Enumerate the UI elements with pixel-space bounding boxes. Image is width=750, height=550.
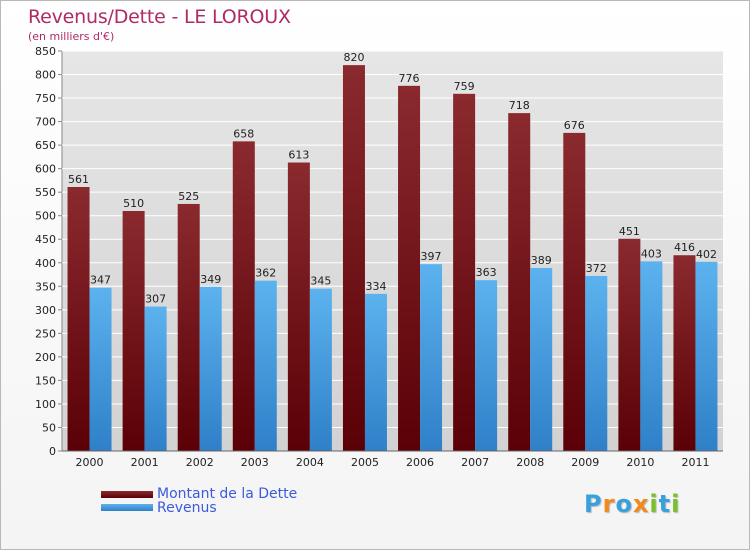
x-tick-label: 2001 <box>131 456 159 469</box>
data-label-revenus: 397 <box>421 250 442 263</box>
y-tick-label: 450 <box>35 233 56 246</box>
y-tick-label: 750 <box>35 92 56 105</box>
data-label-revenus: 372 <box>586 262 607 275</box>
logo-letter: r <box>602 490 616 518</box>
logo-letter: i <box>671 490 681 518</box>
data-label-revenus: 349 <box>200 273 221 286</box>
data-label-revenus: 403 <box>641 247 662 260</box>
bar-dette <box>398 85 421 451</box>
y-tick-label: 250 <box>35 327 56 340</box>
y-tick-label: 200 <box>35 351 56 364</box>
x-tick-label: 2000 <box>76 456 104 469</box>
bar-dette <box>177 203 200 451</box>
bar-revenus <box>309 288 332 451</box>
data-label-dette: 613 <box>288 149 309 162</box>
y-tick-label: 550 <box>35 186 56 199</box>
data-label-dette: 718 <box>509 99 530 112</box>
bar-dette <box>618 238 641 451</box>
data-label-dette: 451 <box>619 225 640 238</box>
data-label-dette: 658 <box>233 127 254 140</box>
x-tick-label: 2011 <box>681 456 709 469</box>
bar-dette <box>673 255 696 451</box>
logo-letter: o <box>615 490 633 518</box>
data-label-revenus: 402 <box>696 248 717 261</box>
x-tick-label: 2008 <box>516 456 544 469</box>
bar-dette <box>342 65 365 451</box>
y-tick-label: 300 <box>35 304 56 317</box>
logo-letter: t <box>658 490 672 518</box>
legend-swatch-dette <box>101 491 153 498</box>
logo-letter: x <box>632 490 650 518</box>
bar-revenus <box>364 293 387 451</box>
y-tick-label: 350 <box>35 280 56 293</box>
x-tick-label: 2003 <box>241 456 269 469</box>
bar-revenus <box>640 261 663 451</box>
x-tick-label: 2009 <box>571 456 599 469</box>
data-label-revenus: 389 <box>531 254 552 267</box>
y-tick-label: 50 <box>42 421 56 434</box>
logo-letter: i <box>649 490 659 518</box>
y-tick-label: 500 <box>35 210 56 223</box>
bar-dette <box>508 113 531 451</box>
plot-area <box>62 51 723 451</box>
bar-dette <box>232 141 255 451</box>
y-tick-label: 100 <box>35 398 56 411</box>
proxiti-logo: Proxiti <box>584 490 680 518</box>
legend-label-dette: Montant de la Dette <box>157 486 298 502</box>
y-tick-label: 800 <box>35 69 56 82</box>
bar-revenus <box>144 306 167 451</box>
chart-title: Revenus/Dette - LE LOROUX <box>28 6 291 28</box>
bar-revenus <box>530 267 553 451</box>
y-tick-label: 700 <box>35 116 56 129</box>
x-tick-label: 2004 <box>296 456 324 469</box>
y-tick-label: 400 <box>35 257 56 270</box>
data-label-revenus: 307 <box>145 293 166 306</box>
bar-dette <box>67 187 90 451</box>
data-label-dette: 776 <box>399 72 420 85</box>
bar-revenus <box>420 264 443 451</box>
data-label-dette: 510 <box>123 197 144 210</box>
x-tick-label: 2006 <box>406 456 434 469</box>
y-tick-label: 650 <box>35 139 56 152</box>
bar-revenus <box>254 280 277 451</box>
bar-revenus <box>695 261 718 451</box>
y-tick-label: 0 <box>49 445 56 458</box>
data-label-dette: 561 <box>68 173 89 186</box>
bar-dette <box>287 162 310 451</box>
data-label-revenus: 334 <box>365 280 386 293</box>
legend-label-revenus: Revenus <box>157 500 217 516</box>
data-label-revenus: 363 <box>476 266 497 279</box>
bar-dette <box>563 132 586 451</box>
bar-revenus <box>585 275 608 451</box>
data-label-dette: 525 <box>178 190 199 203</box>
logo-letter: P <box>584 490 603 518</box>
data-label-revenus: 362 <box>255 267 276 280</box>
y-tick-label: 850 <box>35 45 56 58</box>
x-tick-label: 2007 <box>461 456 489 469</box>
bar-revenus <box>89 287 112 451</box>
data-label-dette: 416 <box>674 241 695 254</box>
chart-subtitle: (en milliers d'€) <box>28 30 115 43</box>
data-label-dette: 759 <box>454 80 475 93</box>
data-label-revenus: 345 <box>310 275 331 288</box>
x-tick-label: 2005 <box>351 456 379 469</box>
data-label-dette: 676 <box>564 119 585 132</box>
bar-revenus <box>199 286 222 451</box>
x-tick-label: 2002 <box>186 456 214 469</box>
data-label-dette: 820 <box>343 51 364 64</box>
data-label-revenus: 347 <box>90 274 111 287</box>
x-tick-label: 2010 <box>626 456 654 469</box>
y-tick-label: 600 <box>35 163 56 176</box>
legend-swatch-revenus <box>101 504 153 511</box>
bar-dette <box>122 211 145 451</box>
bar-dette <box>453 93 476 451</box>
y-tick-label: 150 <box>35 374 56 387</box>
bar-revenus <box>475 280 498 451</box>
